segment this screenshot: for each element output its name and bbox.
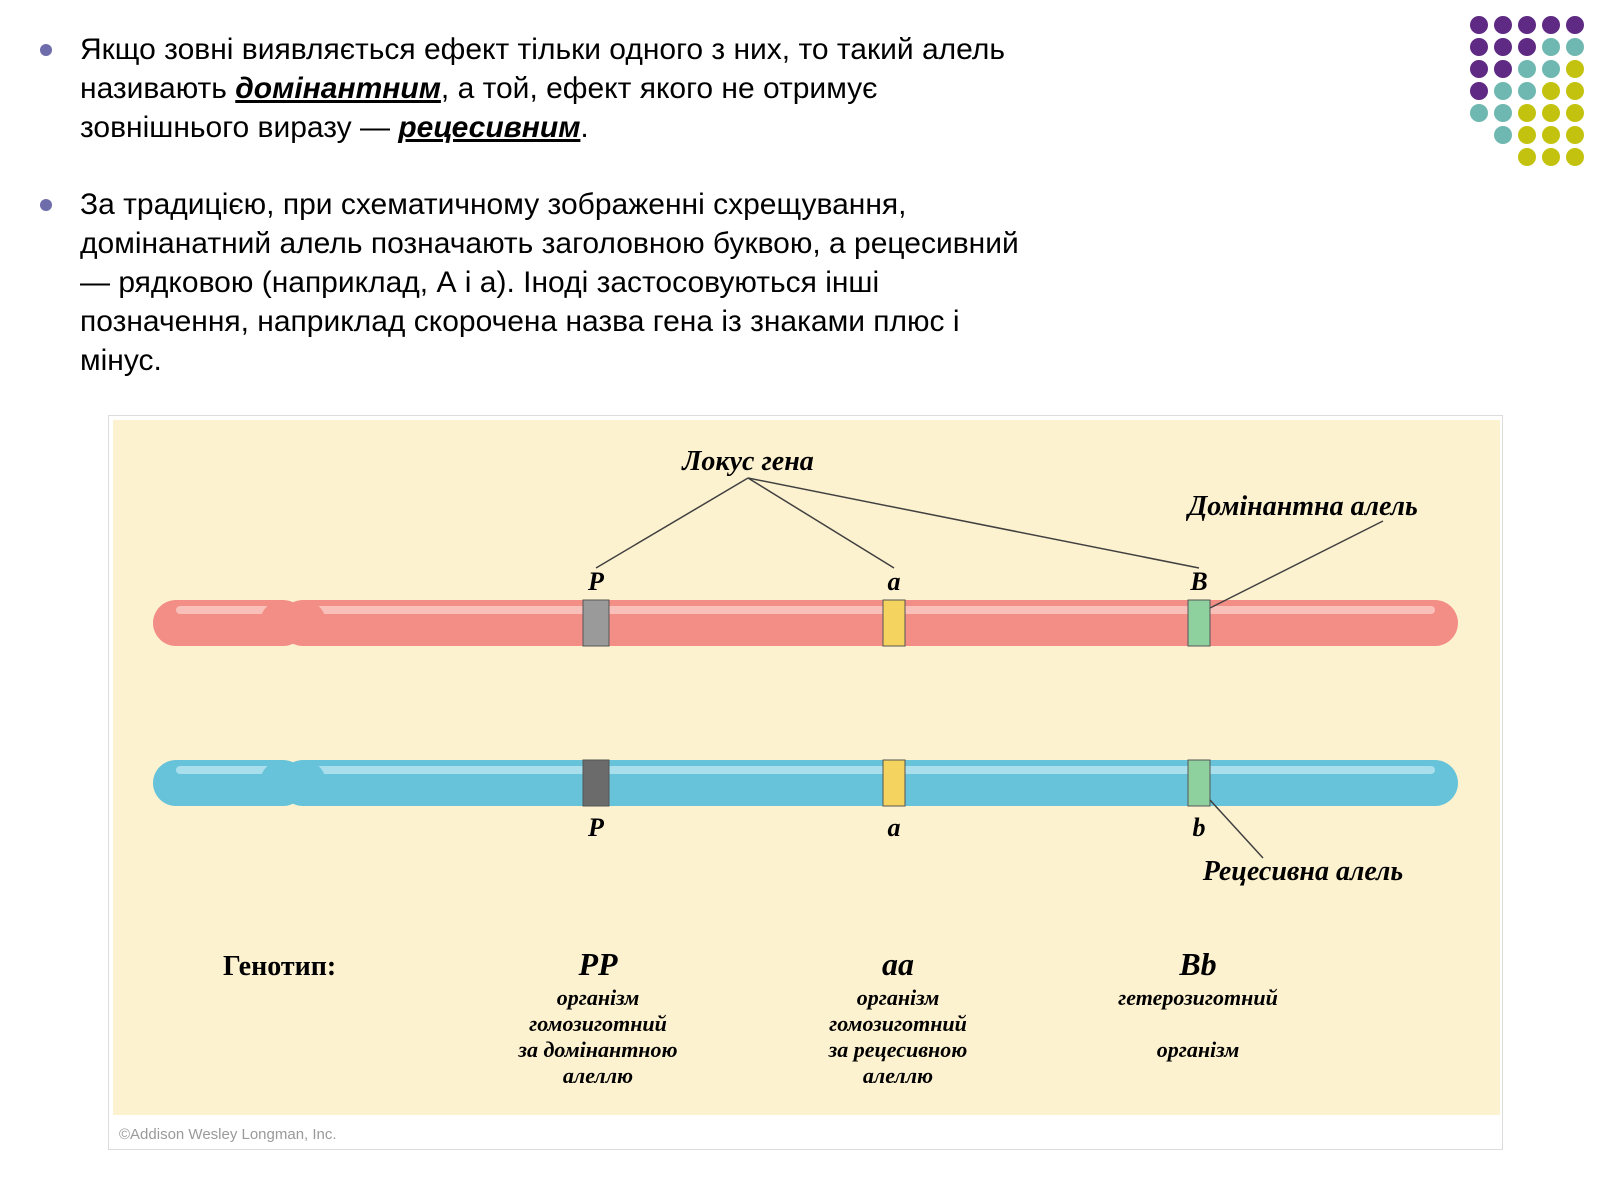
svg-text:Локус гена: Локус гена: [681, 446, 814, 477]
text-segment: .: [580, 111, 588, 144]
diagram-container: PPaaBbЛокус генаДомінантна алельРецесивн…: [108, 415, 1503, 1150]
svg-text:організм: організм: [1157, 1037, 1240, 1062]
svg-text:за рецесивною: за рецесивною: [828, 1037, 968, 1062]
bullet-item: Якщо зовні виявляється ефект тільки одно…: [40, 30, 1030, 147]
decor-dot-cluster: [1464, 16, 1584, 170]
diagram: PPaaBbЛокус генаДомінантна алельРецесивн…: [113, 420, 1500, 1115]
bullet-list: Якщо зовні виявляється ефект тільки одно…: [40, 30, 1030, 418]
svg-text:гетерозиготний: гетерозиготний: [1118, 985, 1278, 1010]
svg-text:P: P: [587, 567, 605, 596]
svg-text:гомозиготний: гомозиготний: [829, 1011, 967, 1036]
svg-text:Рецесивна алель: Рецесивна алель: [1202, 856, 1403, 887]
svg-text:організм: організм: [557, 985, 640, 1010]
bullet-dot-icon: [40, 44, 52, 56]
svg-text:Bb: Bb: [1178, 946, 1216, 982]
svg-text:алеллю: алеллю: [863, 1063, 933, 1088]
bullet-item: За традицією, при схематичному зображенн…: [40, 185, 1030, 380]
svg-text:гомозиготний: гомозиготний: [529, 1011, 667, 1036]
svg-text:організм: організм: [857, 985, 940, 1010]
svg-text:a: a: [888, 813, 901, 842]
term-recessive: рецесивним: [398, 111, 580, 144]
text-segment: За традицією, при схематичному зображенн…: [80, 188, 1019, 377]
bullet-text: Якщо зовні виявляється ефект тільки одно…: [80, 30, 1030, 147]
copyright-text: ©Addison Wesley Longman, Inc.: [119, 1126, 337, 1143]
svg-text:a: a: [888, 567, 901, 596]
svg-text:за домінантною: за домінантною: [517, 1037, 677, 1062]
svg-text:Генотип:: Генотип:: [223, 951, 336, 982]
svg-text:aa: aa: [882, 946, 914, 982]
bullet-text: За традицією, при схематичному зображенн…: [80, 185, 1030, 380]
diagram-svg: PPaaBbЛокус генаДомінантна алельРецесивн…: [113, 420, 1500, 1115]
svg-text:P: P: [587, 813, 605, 842]
svg-text:алеллю: алеллю: [563, 1063, 633, 1088]
svg-text:B: B: [1189, 567, 1207, 596]
bullet-dot-icon: [40, 199, 52, 211]
svg-text:PP: PP: [577, 946, 618, 982]
term-dominant: домінантним: [235, 72, 441, 105]
svg-text:Домінантна алель: Домінантна алель: [1185, 491, 1418, 522]
svg-text:b: b: [1193, 813, 1206, 842]
